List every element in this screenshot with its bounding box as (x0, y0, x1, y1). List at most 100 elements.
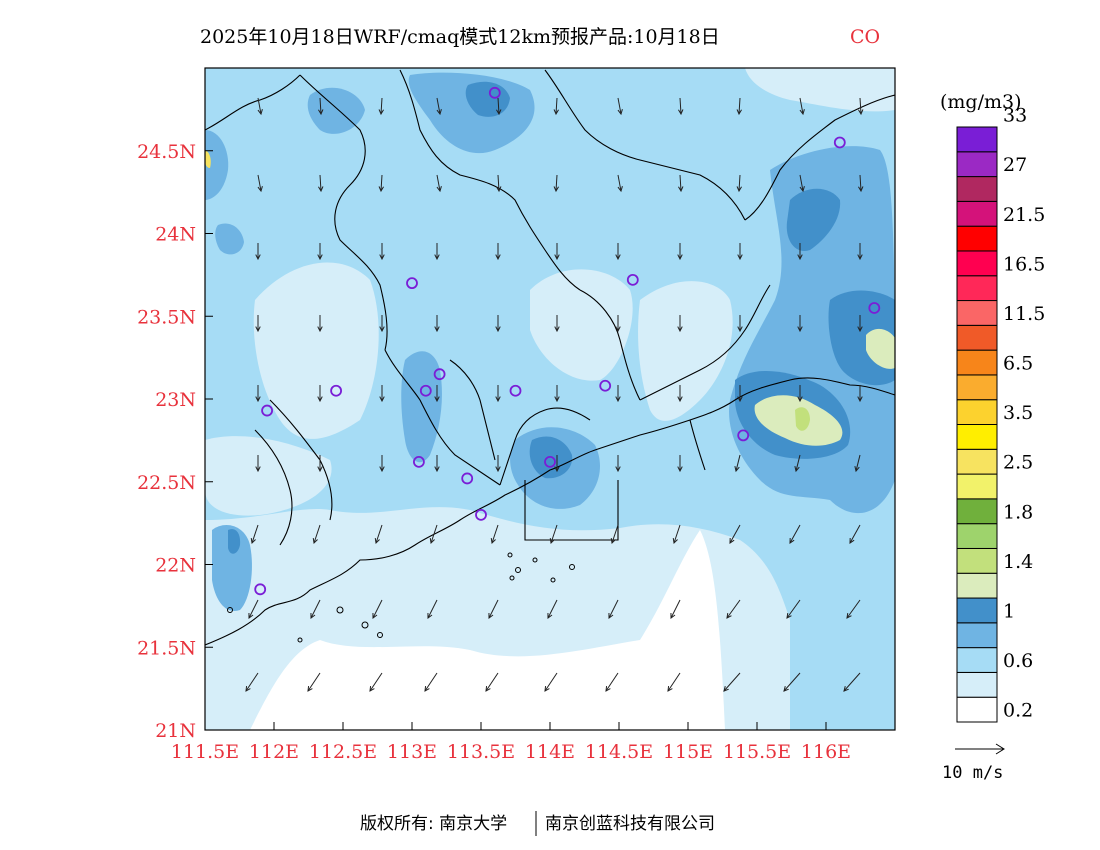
lon-tick-label: 116E (801, 741, 851, 763)
wind-arrow (797, 315, 803, 333)
colorbar-swatch (956, 547, 998, 574)
wind-arrow (615, 243, 621, 261)
wind-arrow (797, 385, 803, 403)
wind-arrow (615, 455, 621, 473)
wind-arrow (496, 97, 502, 116)
wind-arrow (547, 599, 558, 619)
wind-legend-arrowhead (995, 743, 1005, 755)
wind-arrow (857, 243, 863, 261)
colorbar-label: 1.4 (1003, 551, 1033, 573)
wind-arrow (369, 672, 383, 692)
colorbar-swatch (956, 250, 998, 277)
wind-arrow (799, 97, 805, 116)
wind-arrow (434, 243, 440, 261)
colorbar-swatch (956, 300, 998, 326)
colorbar-label: 27 (1003, 154, 1027, 176)
wind-arrow (318, 174, 324, 193)
wind-arrow (317, 455, 323, 473)
wind-arrow (726, 599, 741, 619)
wind-arrow (553, 174, 559, 193)
wind-arrow (379, 455, 385, 473)
wind-legend: 10 m/s (942, 743, 1005, 783)
lat-tick-label: 24.5N (137, 141, 196, 163)
wind-arrow (495, 455, 501, 473)
colorbar-swatch (956, 126, 998, 153)
wind-arrow (495, 385, 501, 403)
colorbar-swatch (956, 622, 998, 649)
station-marker (509, 384, 522, 397)
wind-arrow (677, 315, 683, 333)
wind-arrow (554, 315, 560, 333)
wind-arrow (667, 672, 681, 692)
station-marker (737, 429, 750, 442)
wind-arrow (255, 243, 261, 261)
longitude-axis: 111.5E 112E 112.5E 113E 113.5E 114E 114.5E 115E… (171, 722, 851, 763)
wind-arrow (307, 672, 321, 692)
field-band-0-2-east (638, 281, 733, 421)
map-panel: 111.5E 112E 112.5E 113E 113.5E 114E 114.5E 115E… (137, 67, 896, 763)
lat-tick-label: 22.5N (137, 472, 196, 494)
field-band-1-4-sw (228, 529, 241, 554)
lat-tick-label: 21N (155, 720, 196, 742)
station-marker (599, 379, 612, 392)
wind-arrow (485, 672, 499, 692)
figure-title: 2025年10月18日WRF/cmaq模式12km预报产品:10月18日 (200, 26, 720, 48)
lon-tick-label: 111.5E (171, 741, 239, 763)
station-marker (261, 404, 274, 417)
wind-arrow (488, 599, 499, 619)
field-band-1-northwest (307, 87, 365, 134)
wind-arrow (496, 174, 502, 193)
wind-arrow (554, 455, 560, 473)
colorbar-swatch (956, 473, 998, 500)
station-marker (544, 455, 556, 468)
wind-arrow (318, 97, 324, 116)
wind-arrow (490, 524, 499, 545)
colorbar-swatch (956, 696, 998, 723)
copyright-text: 版权所有: 南京大学 (360, 814, 507, 834)
wind-arrow (317, 243, 323, 261)
station-marker (833, 136, 846, 149)
station-marker (488, 86, 501, 99)
wind-arrow (434, 315, 440, 333)
wind-arrow (737, 315, 743, 333)
station-marker (868, 302, 881, 314)
concentration-field (205, 68, 895, 730)
colorbar-swatch (956, 225, 998, 252)
field-band-0-2-west (253, 262, 379, 439)
wind-arrow (544, 672, 558, 692)
monitoring-stations (254, 86, 881, 596)
field-band-0-2-ne (745, 68, 895, 112)
wind-arrow (799, 174, 805, 193)
wind-arrow (789, 524, 801, 544)
wind-arrow (553, 97, 559, 116)
wind-arrow (436, 97, 442, 116)
wind-arrow (429, 524, 438, 545)
colorbar-label: 0.2 (1003, 700, 1033, 722)
wind-arrow (379, 385, 385, 403)
wind-arrow (312, 524, 321, 545)
wind-arrow (617, 174, 623, 193)
wind-arrow (378, 97, 384, 116)
lon-tick-label: 112E (249, 741, 299, 763)
wind-arrow (678, 97, 684, 116)
wind-arrow (854, 454, 861, 473)
latitude-axis: 24.5N 24N 23.5N 23N 22.5N 22N 21.5N 21N (137, 141, 213, 742)
wind-arrow (495, 243, 501, 261)
wind-arrow (310, 599, 321, 619)
field-band-0-2-centre (530, 269, 633, 381)
wind-arrow (736, 174, 742, 193)
colorbar-unit: (mg/m3) (940, 91, 1022, 113)
wind-arrow (843, 672, 861, 692)
lon-tick-label: 115.5E (723, 741, 791, 763)
wind-arrow (434, 455, 440, 473)
colorbar-label: 1 (1003, 600, 1015, 622)
wind-arrow (379, 243, 385, 261)
wind-arrow (783, 672, 801, 692)
wind-arrow (846, 599, 861, 619)
lon-tick-label: 113.5E (447, 741, 515, 763)
wind-arrow (615, 315, 621, 333)
wind-arrow (610, 524, 619, 545)
wind-arrow (248, 599, 259, 619)
wind-arrow (672, 524, 681, 545)
wind-arrow (257, 174, 263, 193)
